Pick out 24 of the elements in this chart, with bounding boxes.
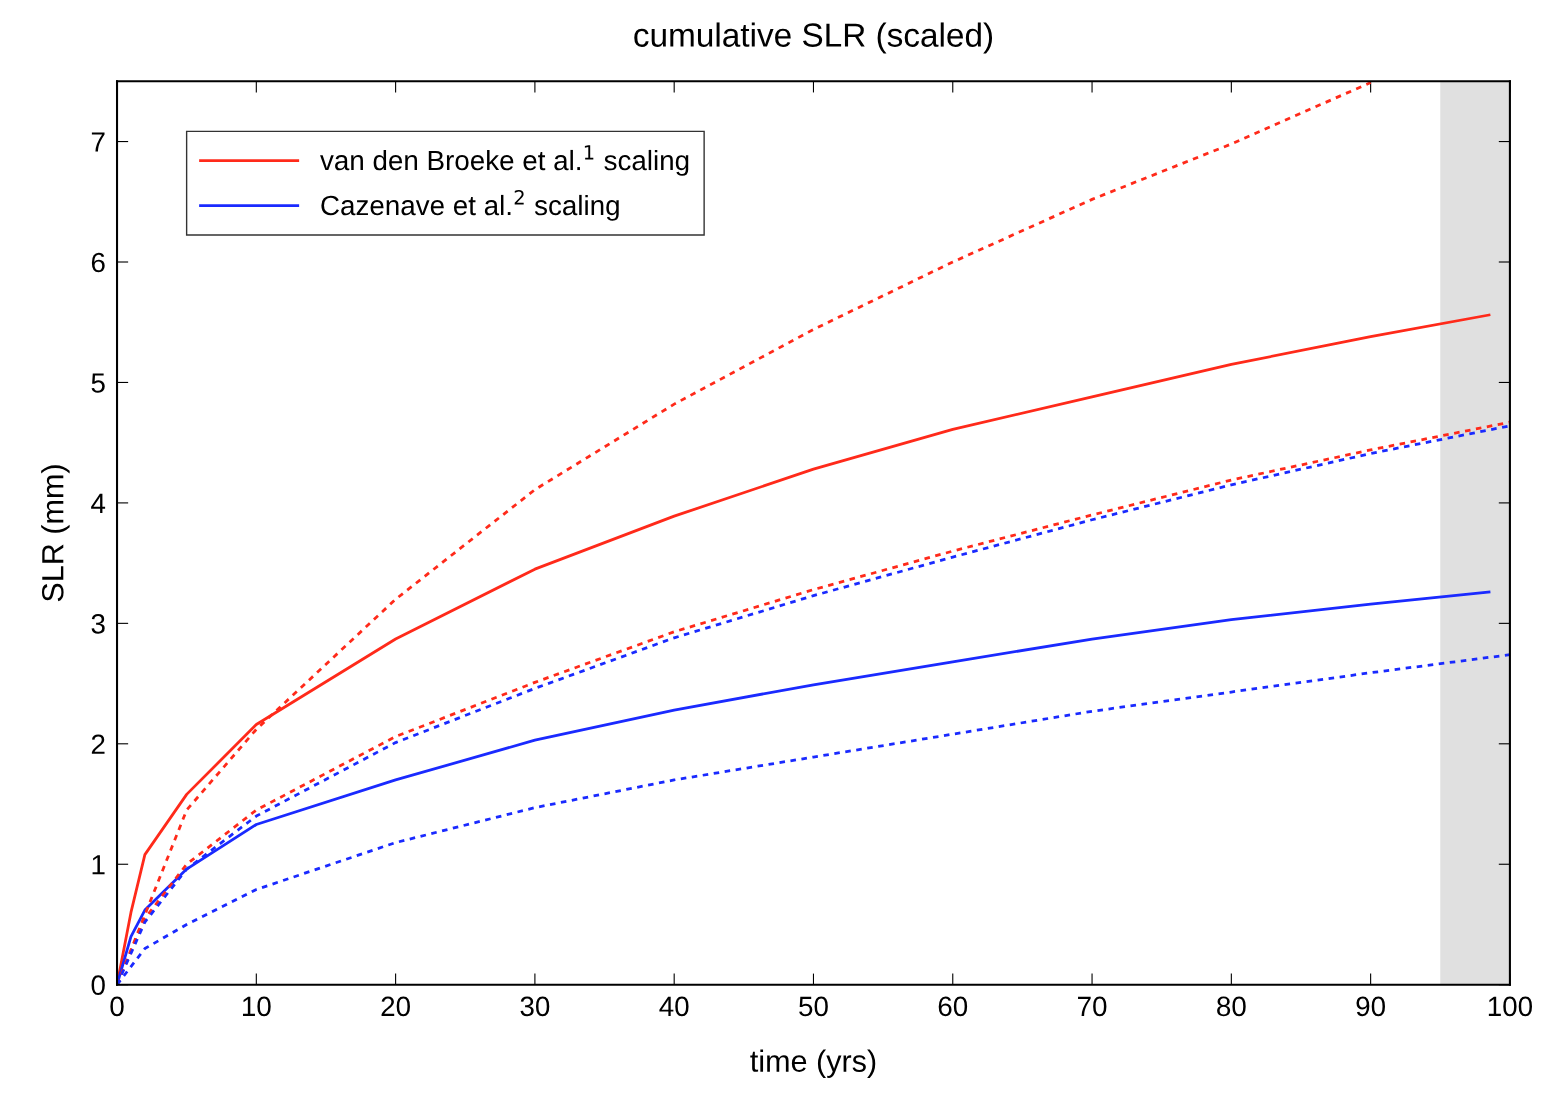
y-tick-label: 3 bbox=[91, 614, 105, 634]
legend-label: van den Broeke et al.$^{1}$ scaling bbox=[320, 145, 689, 176]
x-tick-label: 80 bbox=[1217, 996, 1246, 1017]
x-tick-label: 70 bbox=[1078, 996, 1107, 1017]
y-tick-label: 7 bbox=[91, 132, 105, 152]
x-axis-title: time (yrs) bbox=[750, 1049, 876, 1078]
x-tick-label: 10 bbox=[242, 996, 271, 1017]
x-tick-label: 20 bbox=[381, 996, 410, 1017]
y-tick-label: 0 bbox=[91, 975, 105, 996]
y-tick-label: 6 bbox=[91, 252, 105, 273]
x-tick-label: 50 bbox=[799, 996, 828, 1017]
x-tick-label: 30 bbox=[520, 996, 550, 1017]
y-axis-title: SLR (mm) bbox=[41, 465, 70, 602]
chart-title: cumulative SLR (scaled) bbox=[634, 22, 993, 54]
y-tick-label: 5 bbox=[91, 373, 105, 393]
x-tick-label: 60 bbox=[938, 996, 968, 1017]
x-tick-label: 40 bbox=[659, 996, 689, 1017]
y-tick-label: 4 bbox=[91, 493, 106, 513]
x-tick-label: 90 bbox=[1356, 996, 1385, 1017]
x-tick-label: 100 bbox=[1488, 996, 1533, 1017]
x-tick-label: 0 bbox=[110, 996, 124, 1017]
y-tick-label: 2 bbox=[91, 734, 105, 754]
legend-label: Cazenave et al.$^{2}$ scaling bbox=[321, 189, 619, 221]
y-tick-label: 1 bbox=[92, 855, 105, 875]
